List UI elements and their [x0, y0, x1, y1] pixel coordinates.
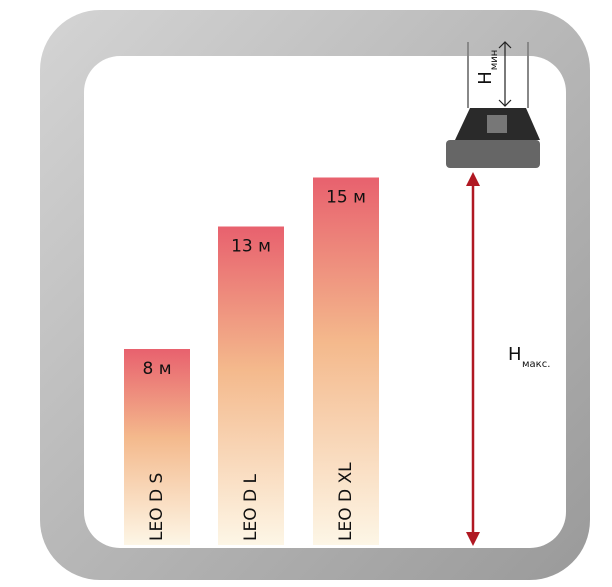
- annotation: H: [475, 71, 496, 85]
- value-label: 8 м: [142, 359, 171, 379]
- min-arrow: [498, 41, 512, 107]
- category-label: LEO D XL: [336, 462, 356, 541]
- max-arrow: [466, 172, 480, 546]
- annotation: H: [508, 344, 522, 365]
- value-label: 13 м: [231, 237, 271, 257]
- bar: [313, 177, 379, 545]
- category-label: LEO D L: [241, 474, 261, 541]
- heater: [446, 42, 540, 168]
- value-label: 15 м: [326, 188, 366, 208]
- bar: [218, 226, 284, 545]
- annotation-sub: макс.: [522, 359, 550, 370]
- category-label: LEO D S: [147, 473, 167, 541]
- annotation-sub: мин: [489, 50, 500, 71]
- h-min-label: H мин: [475, 50, 500, 85]
- bar: [124, 349, 190, 545]
